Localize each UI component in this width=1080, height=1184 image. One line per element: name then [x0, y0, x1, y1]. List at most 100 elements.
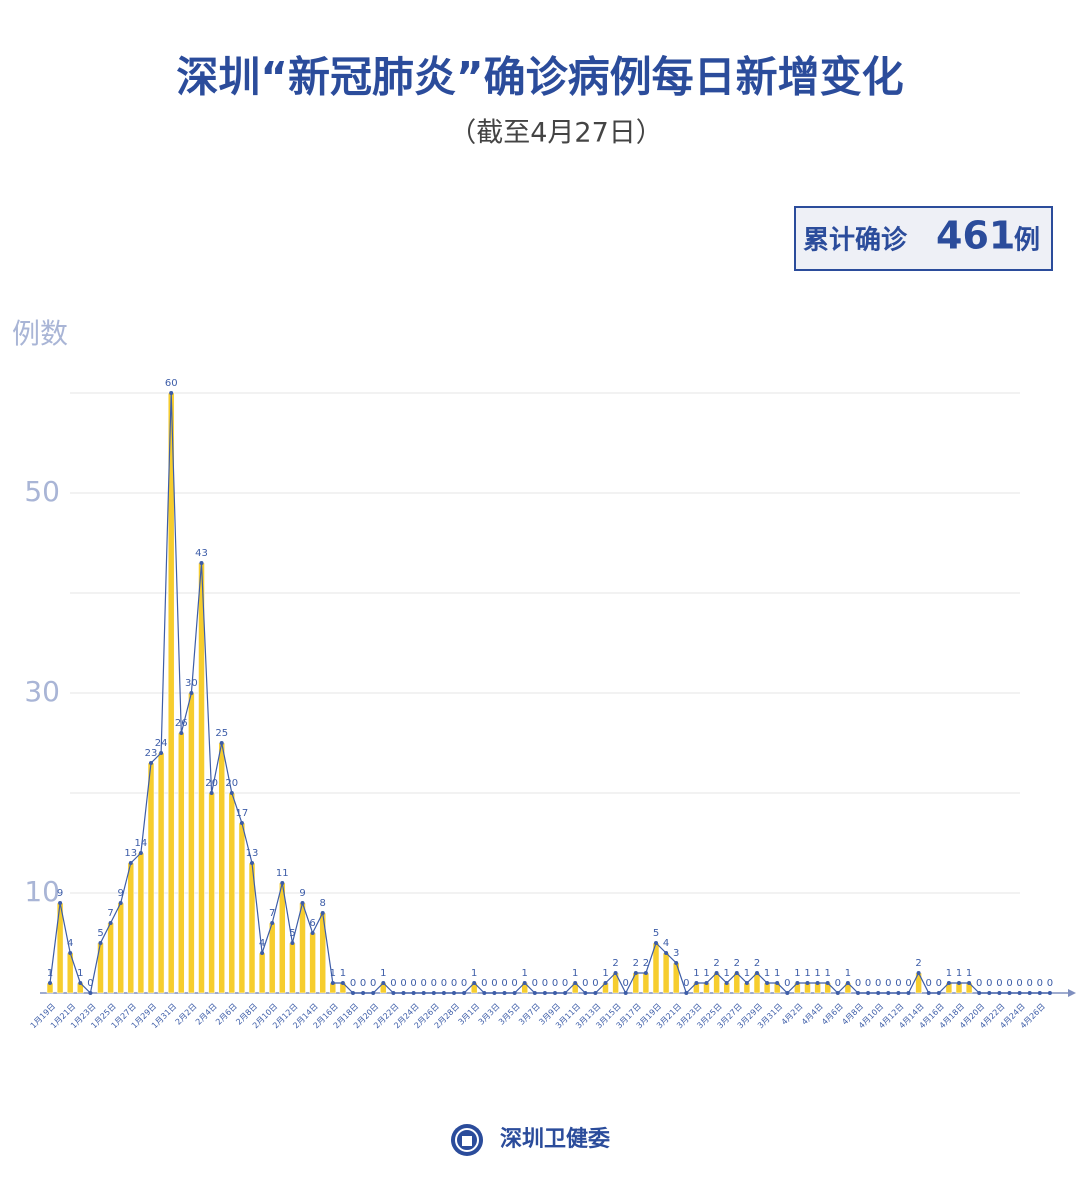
data-label: 0	[592, 978, 598, 989]
data-point	[714, 971, 719, 975]
total-label: 累计确诊	[803, 225, 908, 256]
data-point	[785, 991, 790, 995]
x-tick-label: 3月5日	[497, 1002, 522, 1027]
data-point	[462, 991, 467, 995]
data-label: 0	[683, 978, 689, 989]
data-label: 3	[673, 948, 679, 959]
data-label: 1	[764, 968, 770, 979]
data-point	[1007, 991, 1012, 995]
data-label: 1	[572, 968, 578, 979]
data-line	[49, 392, 1050, 995]
data-point	[866, 991, 871, 995]
data-point	[290, 941, 295, 945]
data-point	[1037, 991, 1042, 995]
data-point	[138, 851, 143, 855]
data-point	[613, 971, 618, 975]
data-label: 1	[522, 968, 528, 979]
bar	[147, 762, 155, 994]
data-point	[886, 991, 891, 995]
data-point	[694, 981, 699, 985]
data-label: 1	[330, 968, 336, 979]
data-label: 0	[451, 978, 457, 989]
data-label: 0	[441, 978, 447, 989]
data-label: 0	[481, 978, 487, 989]
x-tick-label: 4月2日	[780, 1002, 805, 1027]
data-point	[684, 991, 689, 995]
data-label: 1	[340, 968, 346, 979]
x-tick-label: 3月3日	[477, 1002, 502, 1027]
data-label: 25	[215, 728, 228, 739]
data-label: 43	[195, 548, 208, 559]
data-label: 5	[97, 928, 103, 939]
data-label: 0	[865, 978, 871, 989]
bar	[289, 942, 296, 994]
data-point	[472, 981, 477, 985]
bar	[127, 862, 135, 994]
data-point	[845, 981, 850, 985]
data-label: 1	[77, 968, 83, 979]
data-label: 9	[299, 888, 305, 899]
data-point	[300, 901, 305, 905]
bar	[662, 952, 670, 994]
bar	[268, 922, 276, 994]
data-point	[997, 991, 1002, 995]
data-point	[260, 951, 265, 955]
data-point	[78, 981, 83, 985]
data-label: 5	[653, 928, 659, 939]
data-label: 1	[825, 968, 831, 979]
data-point	[1047, 991, 1052, 995]
data-point	[573, 981, 578, 985]
data-point	[421, 991, 426, 995]
data-point	[946, 981, 951, 985]
data-label: 14	[135, 838, 148, 849]
data-point	[896, 991, 901, 995]
data-label: 4	[663, 938, 669, 949]
data-point	[967, 981, 972, 985]
data-point	[58, 901, 63, 905]
data-label: 2	[713, 958, 719, 969]
data-point	[542, 991, 547, 995]
data-point	[876, 991, 881, 995]
data-label: 20	[225, 778, 238, 789]
data-label: 0	[1006, 978, 1012, 989]
data-label: 2	[734, 958, 740, 969]
data-label: 0	[905, 978, 911, 989]
data-label: 24	[155, 738, 168, 749]
data-point	[441, 991, 446, 995]
data-point	[492, 991, 497, 995]
data-label: 17	[236, 808, 249, 819]
data-label: 1	[744, 968, 750, 979]
data-label: 0	[784, 978, 790, 989]
data-point	[88, 991, 93, 995]
data-label: 0	[400, 978, 406, 989]
data-label: 7	[107, 908, 113, 919]
data-point	[603, 981, 608, 985]
data-point	[199, 561, 204, 565]
data-point	[977, 991, 982, 995]
data-point	[108, 921, 113, 925]
total-box	[794, 206, 1053, 271]
data-point	[1027, 991, 1032, 995]
chart-subtitle: （截至4月27日）	[449, 118, 663, 149]
bar	[299, 902, 306, 994]
data-label: 6	[309, 918, 315, 929]
data-point	[179, 731, 184, 735]
bar	[228, 792, 236, 994]
data-label: 1	[966, 968, 972, 979]
data-point	[957, 981, 961, 985]
bar	[178, 732, 185, 994]
data-label: 0	[1027, 978, 1033, 989]
data-point	[310, 931, 315, 935]
data-point	[775, 981, 780, 985]
data-point	[169, 391, 174, 395]
bar	[258, 952, 266, 994]
data-point	[856, 991, 860, 995]
data-point	[755, 971, 759, 975]
data-point	[229, 791, 234, 795]
x-tick-label: 2月6日	[214, 1002, 239, 1027]
data-point	[189, 691, 194, 695]
data-point	[593, 991, 598, 995]
data-label: 0	[936, 978, 942, 989]
data-label: 0	[87, 978, 93, 989]
